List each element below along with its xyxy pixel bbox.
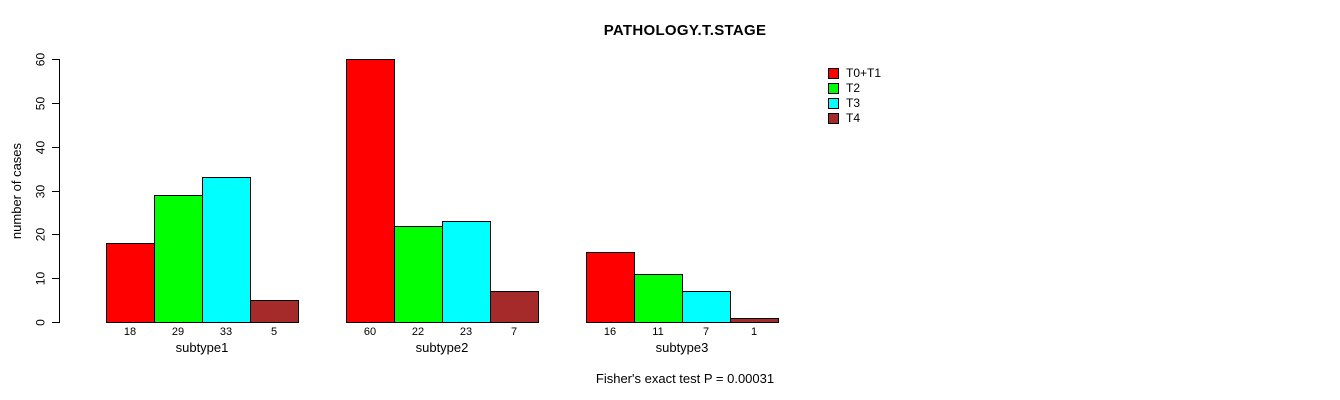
y-tick [52,322,59,323]
bar-subtype3-T4 [730,318,779,323]
legend-item-T3: T3 [828,96,881,111]
bar-subtype3-T0+T1 [586,252,635,323]
bar-subtype2-T3 [442,221,491,323]
bar-value-label: 22 [411,326,425,338]
category-label-subtype2: subtype2 [415,340,469,355]
legend-label: T3 [846,96,861,110]
bar-subtype2-T4 [490,291,539,323]
y-tick [52,103,59,104]
y-tick [52,147,59,148]
legend-item-T4: T4 [828,111,881,126]
y-tick [52,278,59,279]
fisher-test-annotation: Fisher's exact test P = 0.00031 [595,371,775,386]
y-tick [52,234,59,235]
category-label-subtype3: subtype3 [655,340,709,355]
legend-item-T2: T2 [828,81,881,96]
legend-swatch-icon [828,113,839,124]
legend: T0+T1 T2 T3 T4 [828,66,881,126]
y-tick-label: 40 [33,140,48,155]
y-tick-label: 20 [33,227,48,242]
legend-item-T0+T1: T0+T1 [828,66,881,81]
bar-value-label: 5 [270,326,278,338]
bar-value-label: 7 [510,326,518,338]
bar-value-label: 33 [219,326,233,338]
y-tick-label: 0 [33,319,48,326]
bar-value-label: 16 [603,326,617,338]
bar-value-label: 60 [363,326,377,338]
y-tick [52,191,59,192]
bar-subtype1-T2 [154,195,203,323]
bar-subtype1-T0+T1 [106,243,155,323]
bar-subtype1-T4 [250,300,299,323]
y-tick [52,59,59,60]
bar-value-label: 23 [459,326,473,338]
legend-label: T4 [846,111,861,125]
y-tick-label: 10 [33,271,48,286]
chart-title: PATHOLOGY.T.STAGE [603,22,767,39]
bar-subtype3-T3 [682,291,731,323]
legend-swatch-icon [828,98,839,109]
y-tick-label: 30 [33,184,48,199]
bar-subtype2-T0+T1 [346,59,395,323]
legend-label: T2 [846,81,861,95]
y-tick-label: 50 [33,96,48,111]
bar-value-label: 1 [750,326,758,338]
bar-subtype1-T3 [202,177,251,323]
legend-swatch-icon [828,68,839,79]
legend-swatch-icon [828,83,839,94]
bar-subtype3-T2 [634,274,683,323]
legend-label: T0+T1 [846,66,882,80]
bar-value-label: 29 [171,326,185,338]
bar-value-label: 18 [123,326,137,338]
y-axis-line [59,59,60,323]
bar-subtype2-T2 [394,226,443,323]
bar-value-label: 7 [702,326,710,338]
y-tick-label: 60 [33,52,48,67]
bar-value-label: 11 [652,326,664,338]
category-label-subtype1: subtype1 [175,340,229,355]
